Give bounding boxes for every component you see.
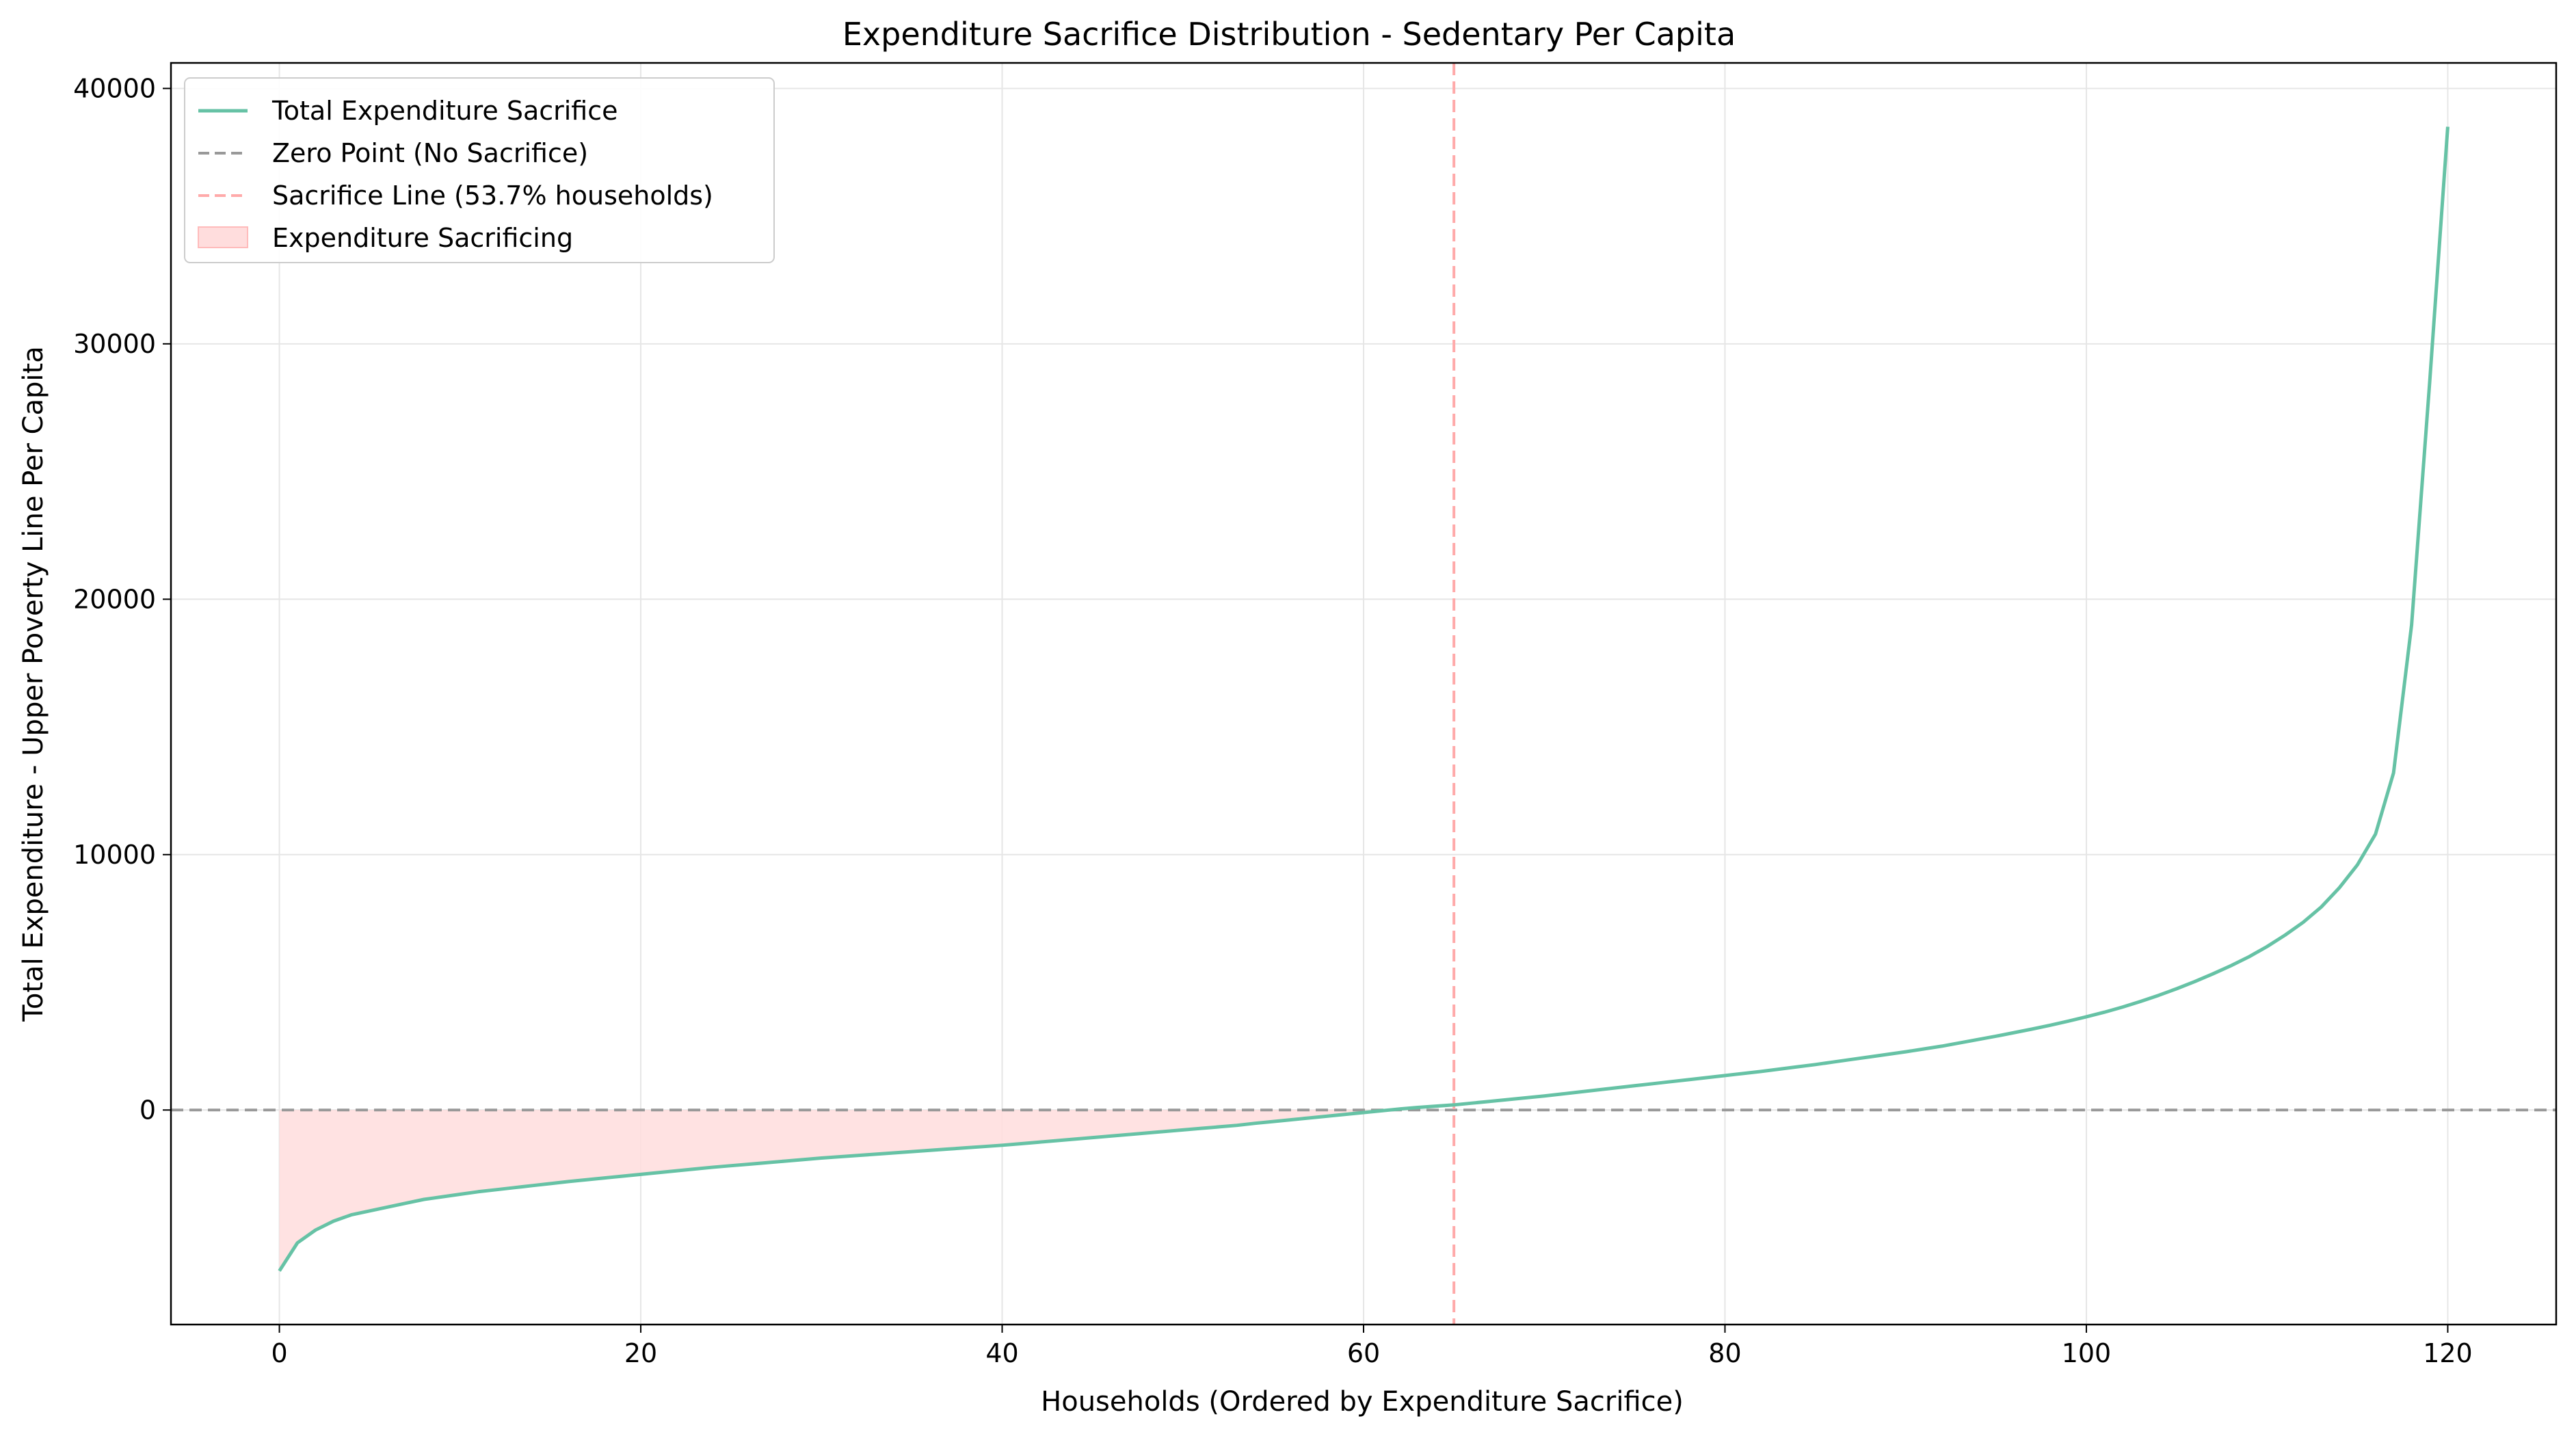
legend-item: Sacrifice Line (53.7% households) — [198, 181, 713, 211]
legend-label: Expenditure Sacrificing — [272, 223, 573, 253]
x-axis-title: Households (Ordered by Expenditure Sacri… — [1041, 1386, 1684, 1418]
x-tick-label: 0 — [271, 1338, 287, 1368]
x-tick-label: 80 — [1708, 1338, 1741, 1368]
x-tick-label: 20 — [624, 1338, 657, 1368]
y-tick-label: 10000 — [73, 840, 156, 870]
y-tick-label: 40000 — [73, 73, 156, 103]
legend-label: Zero Point (No Sacrifice) — [272, 138, 588, 168]
series-layer — [278, 127, 2449, 1272]
legend-item: Expenditure Sacrificing — [198, 223, 573, 253]
x-tick-label: 100 — [2062, 1338, 2112, 1368]
legend-label: Sacrifice Line (53.7% households) — [272, 181, 713, 211]
legend-label: Total Expenditure Sacrifice — [271, 96, 618, 126]
legend: Total Expenditure Sacrifice Zero Point (N… — [184, 77, 775, 263]
y-tick-label: 30000 — [73, 329, 156, 359]
reference-lines — [171, 63, 2556, 1325]
legend-swatch-patch — [198, 226, 248, 248]
y-axis-title: Total Expenditure - Upper Poverty Line P… — [18, 346, 49, 1022]
sacrifice-fill-layer — [279, 1110, 1455, 1271]
x-tick-label: 60 — [1347, 1338, 1380, 1368]
tick-marks: 0 20 40 60 80 100 120 0 10000 20000 30000 40000 — [73, 73, 2473, 1368]
x-tick-label: 40 — [985, 1338, 1018, 1368]
legend-item: Zero Point (No Sacrifice) — [198, 138, 588, 168]
legend-item: Total Expenditure Sacrifice — [198, 96, 618, 126]
y-tick-label: 0 — [140, 1095, 156, 1125]
chart-title: Expenditure Sacrifice Distribution - Sed… — [842, 16, 1736, 53]
legend-box — [184, 77, 775, 263]
expenditure-sacrificing-area — [279, 1110, 1455, 1271]
x-tick-label: 120 — [2423, 1338, 2473, 1368]
y-tick-label: 20000 — [73, 584, 156, 614]
total-expenditure-sacrifice-line — [278, 127, 2449, 1272]
